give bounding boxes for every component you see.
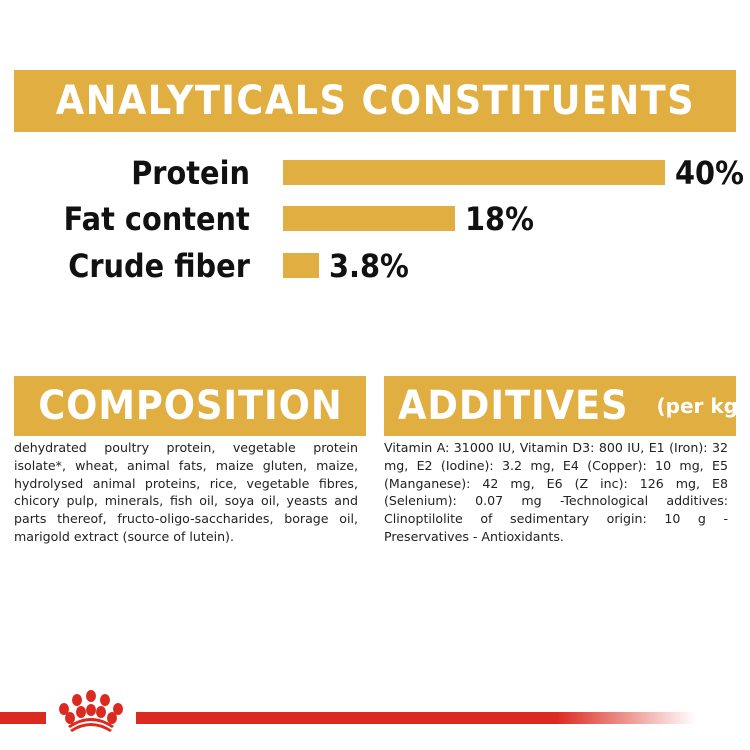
additives-subtitle: (per kg) [656, 394, 748, 418]
brand-footer [0, 690, 750, 732]
chart-label: Fat content [63, 200, 250, 238]
chart-row-crude-fiber: Crude fiber 3.8% [0, 243, 750, 289]
chart-bar [283, 253, 319, 278]
analytics-header: ANALYTICALS CONSTITUENTS [14, 70, 736, 132]
chart-row-fat-content: Fat content 18% [0, 196, 750, 242]
chart-bar [283, 206, 455, 231]
analytics-title: ANALYTICALS CONSTITUENTS [55, 78, 695, 124]
crown-icon [59, 690, 123, 732]
chart-bar [283, 160, 665, 185]
chart-value: 3.8% [329, 247, 409, 285]
additives-title: ADDITIVES [398, 383, 629, 429]
footer-line-right [136, 712, 696, 724]
chart-value: 18% [465, 200, 534, 238]
composition-title: COMPOSITION [37, 383, 343, 429]
chart-value: 40% [675, 154, 744, 192]
additives-text: Vitamin A: 31000 IU, Vitamin D3: 800 IU,… [384, 440, 728, 544]
additives-header: ADDITIVES (per kg) [384, 376, 747, 436]
chart-label: Protein [131, 154, 250, 192]
composition-header: COMPOSITION [14, 376, 366, 436]
chart-label: Crude fiber [68, 247, 250, 285]
footer-line-left [0, 712, 46, 724]
composition-text: dehydrated poultry protein, vegetable pr… [14, 440, 358, 544]
chart-row-protein: Protein 40% [0, 150, 750, 196]
